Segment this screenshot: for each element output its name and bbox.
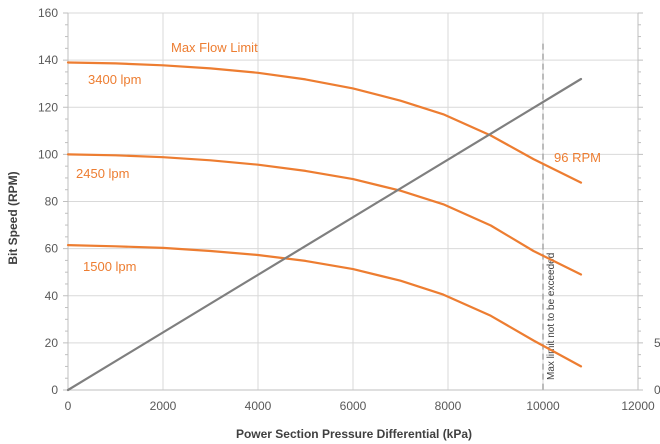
y-tick-label: 80 <box>45 195 59 209</box>
series-lines <box>66 61 583 392</box>
x-axis-title: Power Section Pressure Differential (kPa… <box>236 427 472 441</box>
y2-tick-label: 0 <box>654 383 660 397</box>
max-limit-label: Max limit not to be exceeded <box>546 253 557 380</box>
y-tick-label: 100 <box>38 147 58 161</box>
y-tick-label: 120 <box>38 100 58 114</box>
torque-line <box>66 77 583 392</box>
label-1500-lpm: 1500 lpm <box>83 259 136 274</box>
label-3400-lpm: 3400 lpm <box>88 72 141 87</box>
y-tick-label: 140 <box>38 53 58 67</box>
x-tick-label: 12000 <box>621 399 655 413</box>
x-tick-label: 4000 <box>245 399 272 413</box>
curve-3400-lpm <box>66 61 583 184</box>
y-tick-labels: 0 20 40 60 80 100 120 140 160 <box>38 6 58 397</box>
y-tick-label: 0 <box>51 383 58 397</box>
curve-2450-lpm <box>66 153 583 276</box>
x-tick-label: 6000 <box>340 399 367 413</box>
max-limit-group: Max limit not to be exceeded <box>542 43 557 390</box>
label-max-flow-limit: Max Flow Limit <box>171 40 258 55</box>
y-axis-title: Bit Speed (RPM) <box>6 171 20 264</box>
axes <box>63 12 643 391</box>
x-tick-label: 0 <box>65 399 72 413</box>
y-tick-label: 40 <box>45 289 59 303</box>
curve-1500-lpm <box>66 244 583 368</box>
x-tick-label: 2000 <box>150 399 177 413</box>
y-tick-label: 160 <box>38 6 58 20</box>
x-tick-labels: 0 2000 4000 6000 8000 10000 12000 <box>65 399 655 413</box>
y2-tick-label: 5 <box>654 336 660 350</box>
label-2450-lpm: 2450 lpm <box>76 166 129 181</box>
x-tick-label: 10000 <box>526 399 560 413</box>
label-96-rpm: 96 RPM <box>554 150 601 165</box>
secondary-y-tick-labels: 05 <box>654 336 660 397</box>
y-tick-label: 60 <box>45 242 59 256</box>
x-tick-label: 8000 <box>435 399 462 413</box>
y-tick-label: 20 <box>45 336 59 350</box>
